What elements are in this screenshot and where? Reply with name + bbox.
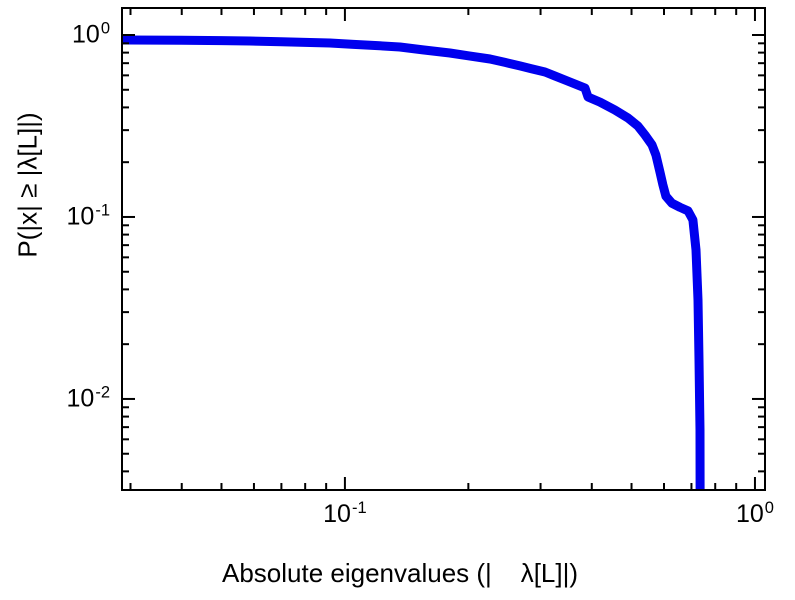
plot-frame xyxy=(121,7,766,491)
y-tick-label: 10-2 xyxy=(66,383,110,413)
x-tick-label: 10-1 xyxy=(323,498,367,528)
series-eigenvalue-ccdf xyxy=(122,35,705,490)
x-axis-label: Absolute eigenvalues (| λ[L]|) xyxy=(221,558,579,588)
y-tick-label: 10-1 xyxy=(66,201,110,231)
y-tick-label: 100 xyxy=(72,19,110,49)
x-tick-label: 100 xyxy=(735,498,774,528)
y-axis-label: P(|x| ≥ |λ[L]|) xyxy=(12,112,43,258)
